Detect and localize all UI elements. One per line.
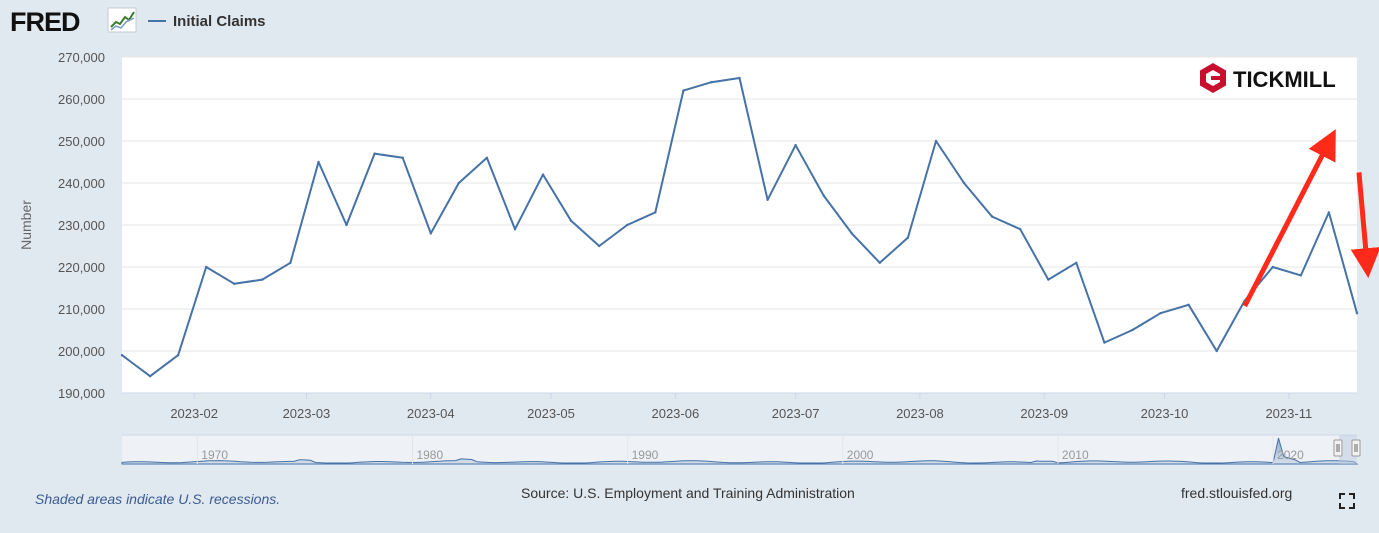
x-tick-label: 2023-04 [407, 406, 455, 421]
data-point[interactable] [850, 232, 853, 235]
data-point[interactable] [934, 139, 938, 143]
x-tick-label: 2023-09 [1020, 406, 1068, 421]
navigator-tick-label: 2010 [1062, 448, 1089, 462]
data-point[interactable] [1131, 328, 1134, 332]
tickmill-hexagon-icon [1200, 63, 1226, 93]
fred-brand[interactable]: FRED [10, 7, 81, 37]
data-point[interactable] [794, 144, 797, 147]
navigator-handle-right[interactable] [1351, 439, 1361, 457]
data-point[interactable] [1215, 349, 1218, 353]
y-tick-label: 220,000 [58, 260, 105, 275]
recession-note: Shaded areas indicate U.S. recessions. [35, 491, 280, 507]
x-tick-label: 2023-03 [283, 406, 331, 421]
data-point[interactable] [682, 89, 685, 92]
x-tick-label: 2023-11 [1265, 406, 1312, 421]
y-axis-ticks: 190,000 200,000 210,000 220,000 230,000 240,0… [58, 50, 105, 401]
data-point[interactable] [569, 219, 573, 222]
y-tick-label: 240,000 [58, 176, 105, 191]
data-point[interactable] [541, 173, 545, 176]
data-point[interactable] [120, 354, 124, 357]
fullscreen-icon[interactable] [1339, 493, 1355, 509]
data-point[interactable] [1299, 274, 1303, 277]
data-point[interactable] [457, 181, 460, 185]
data-point[interactable] [1271, 265, 1275, 269]
y-tick-label: 250,000 [58, 134, 105, 149]
data-point[interactable] [906, 236, 910, 239]
data-point[interactable] [710, 81, 713, 84]
data-point[interactable] [598, 244, 601, 248]
data-point[interactable] [1159, 312, 1162, 315]
down-arrow [1350, 172, 1379, 279]
data-point[interactable] [289, 261, 292, 264]
x-axis-ticks: 2023-02 2023-03 2023-04 2023-05 2023-06 2023-… [170, 393, 1312, 421]
y-tick-label: 270,000 [58, 50, 105, 65]
navigator-tick-label: 2000 [847, 448, 874, 462]
range-navigator[interactable]: 1970 1980 1990 2000 2010 2020 [121, 434, 1361, 465]
x-tick-label: 2023-02 [170, 406, 218, 421]
site-link[interactable]: fred.stlouisfed.org [1181, 485, 1292, 501]
navigator-tick-label: 1990 [632, 448, 659, 462]
y-tick-label: 260,000 [58, 92, 105, 107]
navigator-handle-left[interactable] [1333, 439, 1343, 457]
data-point[interactable] [401, 156, 404, 159]
data-point[interactable] [485, 156, 489, 159]
up-arrow [1242, 129, 1336, 308]
annotations [1242, 129, 1379, 308]
x-tick-label: 2023-05 [527, 406, 575, 421]
data-point[interactable] [148, 375, 152, 378]
y-tick-label: 200,000 [58, 344, 105, 359]
data-point[interactable] [1355, 312, 1359, 315]
data-point[interactable] [1187, 303, 1190, 306]
data-point[interactable] [626, 223, 629, 227]
legend-label[interactable]: Initial Claims [173, 13, 266, 30]
source-note[interactable]: Source: U.S. Employment and Training Adm… [521, 485, 855, 501]
navigator-tick-label: 2020 [1277, 448, 1304, 462]
data-point[interactable] [962, 181, 966, 185]
x-tick-label: 2023-06 [651, 406, 699, 421]
data-point[interactable] [1103, 341, 1106, 344]
x-tick-label: 2023-10 [1141, 406, 1189, 421]
data-point[interactable] [373, 152, 376, 155]
data-point[interactable] [1019, 228, 1022, 231]
data-point[interactable] [1075, 261, 1078, 264]
data-point[interactable] [233, 282, 236, 285]
tickmill-wordmark: TICKMILL [1233, 67, 1336, 92]
data-point[interactable] [738, 76, 741, 80]
navigator-track [122, 435, 1357, 464]
y-tick-label: 230,000 [58, 218, 105, 233]
x-tick-label: 2023-07 [772, 406, 820, 421]
data-point[interactable] [205, 265, 208, 269]
navigator-tick-label: 1980 [416, 448, 443, 462]
series-initial-claims[interactable] [120, 76, 1359, 378]
navigator-ticks: 1970 1980 1990 2000 2010 2020 [196, 435, 1304, 464]
tickmill-watermark: TICKMILL [1200, 63, 1336, 93]
data-point[interactable] [261, 278, 264, 281]
x-tick-label: 2023-08 [896, 406, 944, 421]
data-point[interactable] [990, 215, 994, 218]
data-point[interactable] [345, 223, 348, 227]
navigator-tick-label: 1970 [201, 448, 228, 462]
data-point[interactable] [654, 211, 657, 214]
data-point[interactable] [878, 261, 881, 264]
data-point[interactable] [1047, 278, 1050, 281]
data-point[interactable] [317, 160, 320, 164]
data-point[interactable] [429, 232, 432, 235]
navigator-series [121, 437, 1359, 465]
data-point[interactable] [766, 198, 769, 201]
y-tick-label: 190,000 [58, 386, 105, 401]
data-point[interactable] [822, 194, 825, 197]
data-point[interactable] [513, 228, 517, 231]
fred-line-chart-icon [107, 7, 137, 33]
data-point[interactable] [1327, 211, 1331, 214]
y-tick-label: 210,000 [58, 302, 105, 317]
data-point[interactable] [176, 354, 180, 357]
y-axis-label: Number [18, 200, 34, 250]
